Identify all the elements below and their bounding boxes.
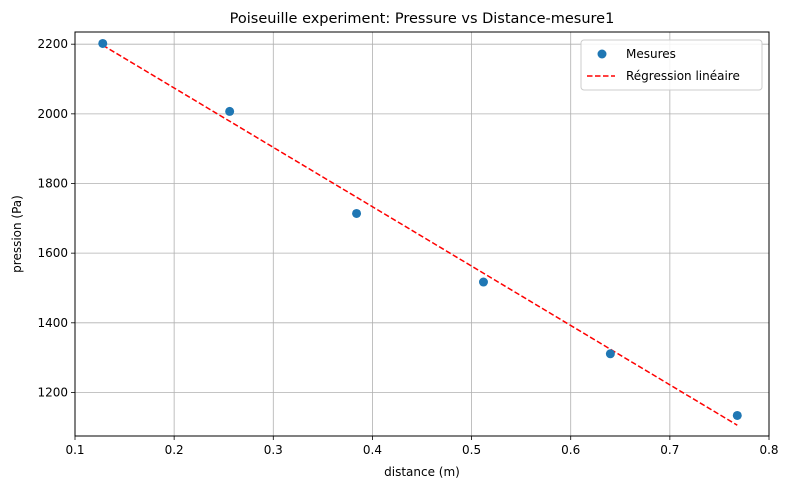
axis-ticks: 0.1 0.2 0.3 0.4 0.5 0.6 0.7 0.8 1200 1400 1600 1800… <box>37 37 778 457</box>
y-tick-label: 2000 <box>37 107 68 121</box>
x-tick-label: 0.2 <box>165 443 184 457</box>
y-tick-label: 1400 <box>37 316 68 330</box>
data-point <box>605 349 615 359</box>
x-tick-label: 0.8 <box>759 443 778 457</box>
regression-line <box>102 44 738 426</box>
legend-marker-points <box>597 49 607 59</box>
plot-data <box>98 38 742 426</box>
data-point <box>225 106 235 116</box>
legend: Mesures Régression linéaire <box>580 39 763 91</box>
plot-frame <box>74 31 770 437</box>
y-tick-label: 1800 <box>37 177 68 191</box>
x-tick-label: 0.3 <box>264 443 283 457</box>
data-point <box>732 410 742 420</box>
y-tick-label: 1600 <box>37 246 68 260</box>
data-point <box>98 38 108 48</box>
chart-title: Poiseuille experiment: Pressure vs Dista… <box>230 11 615 27</box>
x-tick-label: 0.4 <box>363 443 382 457</box>
x-tick-label: 0.7 <box>660 443 679 457</box>
legend-label: Régression linéaire <box>626 69 740 83</box>
legend-label: Mesures <box>626 47 676 61</box>
y-tick-label: 1200 <box>37 385 68 399</box>
data-point <box>478 277 488 287</box>
y-axis-label: pression (Pa) <box>10 195 24 273</box>
x-tick-label: 0.6 <box>561 443 580 457</box>
x-tick-label: 0.5 <box>462 443 481 457</box>
legend-box <box>580 39 763 91</box>
data-point <box>352 208 362 218</box>
y-tick-label: 2200 <box>37 37 68 51</box>
x-axis-label: distance (m) <box>384 465 460 479</box>
x-tick-label: 0.1 <box>65 443 84 457</box>
